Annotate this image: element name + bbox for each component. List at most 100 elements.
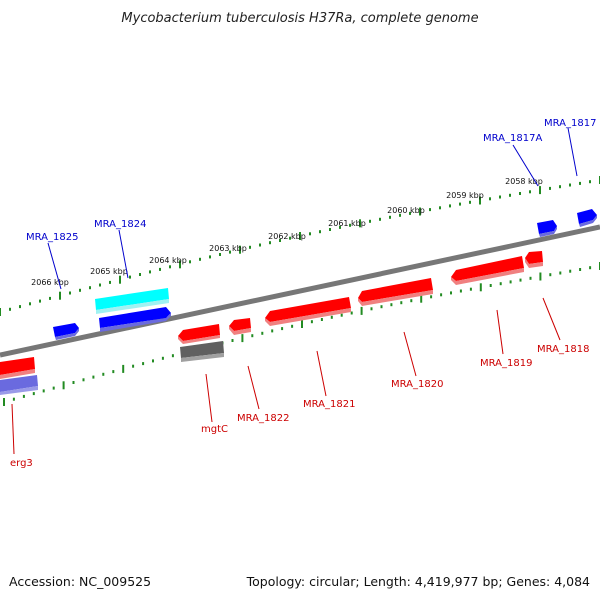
minor-tick — [112, 370, 115, 374]
minor-tick — [429, 208, 431, 212]
minor-tick — [82, 378, 85, 382]
minor-tick — [219, 253, 221, 256]
gene-feature-mra-1825[interactable] — [53, 323, 79, 340]
gene-label-mra-1820[interactable]: MRA_1820 — [391, 379, 443, 390]
minor-tick — [370, 307, 373, 311]
inner-tick-ring — [3, 262, 600, 406]
minor-tick — [9, 307, 11, 311]
gene-label-mra-1824[interactable]: MRA_1824 — [94, 219, 146, 230]
major-tick — [301, 320, 303, 328]
major-tick — [119, 275, 121, 284]
gene-label-mra-1817a[interactable]: MRA_1817A — [483, 133, 542, 144]
minor-tick — [159, 267, 161, 271]
minor-tick — [169, 265, 171, 269]
minor-tick — [340, 313, 343, 317]
gene-feature-mra-1817a[interactable] — [537, 220, 557, 237]
scale-label-2062: 2062 kbp — [268, 232, 306, 241]
minor-tick — [430, 295, 433, 299]
minor-tick — [79, 288, 81, 292]
major-tick — [299, 232, 301, 240]
minor-tick — [339, 225, 341, 229]
gene-feature-mgtc[interactable] — [180, 341, 224, 362]
minor-tick — [209, 255, 211, 259]
outer-tick-ring — [0, 176, 600, 316]
minor-tick — [199, 257, 201, 261]
gene-label-mra-1825[interactable]: MRA_1825 — [26, 232, 78, 243]
minor-tick — [161, 356, 164, 360]
gene-feature-erg3[interactable] — [0, 357, 38, 395]
scale-label-2061: 2061 kbp — [328, 219, 366, 228]
minor-tick — [142, 362, 145, 366]
minor-tick — [579, 181, 581, 185]
minor-tick — [22, 394, 25, 398]
minor-tick — [92, 375, 95, 379]
major-tick — [0, 308, 1, 316]
minor-tick — [399, 213, 401, 217]
minor-tick — [29, 302, 31, 306]
scale-labels: 2066 kbp 2065 kbp 2064 kbp 2063 kbp 2062… — [31, 177, 543, 287]
minor-tick — [400, 301, 403, 305]
minor-tick — [139, 273, 141, 276]
major-tick — [59, 291, 61, 300]
minor-tick — [409, 211, 411, 215]
gene-feature-mra-1818[interactable] — [525, 251, 543, 268]
minor-tick — [279, 239, 281, 242]
major-tick — [419, 207, 421, 216]
minor-tick — [489, 197, 491, 201]
major-tick — [62, 381, 65, 390]
minor-tick — [42, 389, 45, 393]
gene-label-mgtc[interactable]: mgtC — [201, 424, 228, 435]
minor-tick — [89, 286, 91, 290]
gene-label-mra-1817[interactable]: MRA_1817 — [544, 118, 596, 129]
minor-tick — [440, 293, 443, 297]
minor-tick — [19, 305, 21, 309]
minor-tick — [132, 364, 135, 368]
gene-feature-mra-1817[interactable] — [577, 209, 597, 227]
minor-tick — [289, 236, 291, 240]
major-tick — [122, 364, 125, 373]
gene-feature-mra-1822-left[interactable] — [178, 324, 220, 344]
scale-label-2059: 2059 kbp — [446, 191, 484, 200]
reverse-features — [0, 251, 543, 395]
minor-tick — [102, 372, 105, 376]
minor-tick — [379, 217, 381, 221]
minor-tick — [529, 190, 531, 194]
minor-tick — [549, 186, 551, 190]
minor-tick — [459, 202, 461, 206]
minor-tick — [449, 204, 451, 208]
minor-tick — [310, 320, 313, 324]
minor-tick — [489, 284, 492, 287]
gene-feature-mra-1822[interactable] — [229, 318, 251, 335]
major-tick — [479, 196, 481, 205]
gene-label-mra-1819[interactable]: MRA_1819 — [480, 358, 532, 369]
gene-feature-mra-1824[interactable] — [99, 307, 171, 332]
gene-label-mra-1818[interactable]: MRA_1818 — [537, 344, 589, 355]
minor-tick — [390, 303, 393, 307]
minor-tick — [509, 280, 512, 284]
minor-tick — [579, 268, 582, 271]
minor-tick — [329, 228, 331, 231]
accession-text: Accession: NC_009525 — [9, 574, 151, 589]
major-tick — [179, 260, 181, 269]
gene-feature-mra-1824-light[interactable] — [95, 288, 169, 314]
minor-tick — [309, 232, 311, 236]
gene-feature-mra-1819[interactable] — [451, 256, 524, 285]
scale-label-2064: 2064 kbp — [149, 256, 187, 265]
minor-tick — [499, 282, 502, 286]
gene-label-mra-1821[interactable]: MRA_1821 — [303, 399, 355, 410]
minor-tick — [569, 183, 571, 187]
gene-feature-mra-1820[interactable] — [358, 278, 433, 306]
map-title: Mycobacterium tuberculosis H37Ra, comple… — [121, 11, 478, 26]
minor-tick — [559, 185, 561, 189]
minor-tick — [569, 269, 572, 273]
minor-tick — [32, 392, 35, 396]
gene-feature-mra-1821[interactable] — [265, 297, 351, 326]
minor-tick — [52, 386, 55, 390]
gene-label-mra-1822[interactable]: MRA_1822 — [237, 413, 289, 424]
major-tick — [539, 272, 542, 281]
genome-backbone — [0, 224, 600, 358]
minor-tick — [380, 305, 383, 309]
minor-tick — [189, 260, 191, 264]
gene-label-erg3[interactable]: erg3 — [10, 458, 33, 469]
